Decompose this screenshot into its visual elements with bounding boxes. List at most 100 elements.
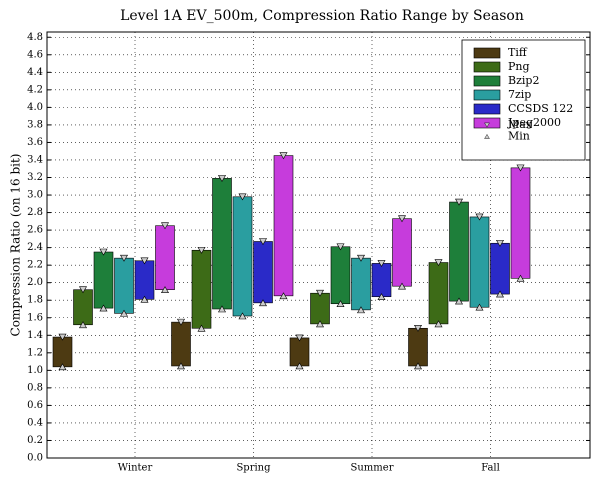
- y-tick-label: 0.6: [27, 400, 43, 411]
- legend-label: Png: [508, 60, 530, 73]
- range-bar: [428, 262, 449, 325]
- min-marker: [160, 286, 170, 294]
- legend-swatch: [473, 75, 501, 87]
- range-bar: [212, 178, 232, 310]
- min-marker: [258, 299, 268, 307]
- range-bar: [114, 257, 134, 314]
- y-tick-label: 1.6: [27, 312, 43, 323]
- min-marker: [295, 362, 304, 370]
- y-tick-label: 1.8: [27, 295, 43, 306]
- y-tick-label: 2.4: [27, 242, 43, 253]
- y-tick-label: 2.8: [27, 207, 43, 218]
- legend-swatch: [473, 47, 501, 59]
- range-bar: [310, 292, 330, 325]
- x-tick-label: Fall: [481, 463, 500, 474]
- range-bar: [155, 225, 175, 291]
- y-tick-label: 2.0: [27, 277, 43, 288]
- min-marker: [279, 292, 288, 300]
- max-marker: [99, 248, 108, 256]
- max-marker: [336, 243, 345, 251]
- min-marker: [315, 320, 325, 328]
- legend-marker: [484, 133, 490, 139]
- y-tick-label: 3.0: [27, 190, 43, 201]
- max-marker: [119, 254, 129, 262]
- range-bar: [253, 241, 273, 304]
- range-bar: [73, 289, 93, 326]
- min-marker: [238, 312, 247, 320]
- max-marker: [377, 260, 386, 268]
- y-tick-label: 0.0: [27, 453, 43, 464]
- min-marker: [475, 303, 484, 311]
- y-tick-label: 0.4: [27, 417, 43, 428]
- max-marker: [78, 286, 88, 294]
- max-marker: [454, 198, 464, 206]
- legend-label: Jpeg2000: [507, 116, 561, 129]
- legend-swatch: [473, 61, 501, 73]
- y-tick-label: 0.2: [27, 435, 43, 446]
- range-bar: [171, 321, 191, 367]
- max-marker: [475, 213, 484, 221]
- range-bar: [232, 196, 253, 317]
- y-tick-label: 2.2: [27, 260, 43, 271]
- min-marker: [140, 295, 149, 303]
- max-marker: [434, 259, 443, 267]
- y-tick-label: 4.8: [27, 32, 43, 43]
- range-bar: [392, 218, 412, 287]
- min-marker: [434, 320, 443, 328]
- chart-title: Level 1A EV_500m, Compression Ratio Rang…: [120, 8, 524, 24]
- y-tick-label: 3.8: [27, 119, 43, 130]
- max-marker: [258, 238, 268, 246]
- min-marker: [119, 309, 129, 317]
- max-marker: [58, 333, 67, 341]
- max-marker: [197, 246, 206, 254]
- y-tick-label: 1.0: [27, 365, 43, 376]
- max-marker: [397, 215, 407, 223]
- min-marker: [78, 321, 88, 329]
- range-bar: [191, 249, 212, 329]
- y-axis-label: Compression Ratio (on 16 bit): [9, 154, 23, 337]
- y-tick-label: 1.2: [27, 347, 43, 358]
- max-marker: [315, 289, 325, 297]
- legend-label: Max: [508, 118, 533, 131]
- max-marker: [217, 175, 227, 182]
- y-tick-label: 3.6: [27, 137, 43, 148]
- range-bar: [408, 327, 428, 367]
- y-tick-label: 4.2: [27, 84, 43, 95]
- min-marker: [99, 304, 108, 312]
- min-marker: [336, 300, 345, 308]
- legend-label: Min: [508, 130, 530, 143]
- range-bar: [351, 257, 371, 311]
- min-marker: [495, 290, 505, 298]
- y-tick-label: 4.6: [27, 49, 43, 60]
- min-marker: [217, 305, 227, 313]
- x-tick-label: Spring: [236, 463, 271, 474]
- range-bar: [289, 337, 310, 367]
- max-marker: [279, 152, 288, 160]
- range-bar: [134, 260, 155, 300]
- max-marker: [295, 334, 304, 342]
- legend-marker: [484, 122, 490, 128]
- legend-swatch: [473, 89, 501, 101]
- range-bar: [510, 167, 531, 279]
- range-bar: [371, 263, 392, 298]
- legend-label: Tiff: [508, 46, 528, 59]
- range-bar: [449, 201, 469, 302]
- y-tick-label: 1.4: [27, 330, 43, 341]
- range-bar: [469, 216, 490, 308]
- min-marker: [58, 363, 67, 371]
- max-marker: [495, 239, 505, 247]
- range-bar: [52, 336, 73, 368]
- max-marker: [176, 318, 186, 326]
- min-marker: [197, 324, 206, 332]
- max-marker: [140, 257, 149, 265]
- min-marker: [377, 293, 386, 301]
- range-bar: [273, 155, 294, 297]
- x-tick-label: Winter: [118, 463, 153, 474]
- y-tick-label: 0.8: [27, 382, 43, 393]
- min-marker: [516, 274, 525, 282]
- min-marker: [176, 362, 186, 370]
- plot-frame: [46, 31, 591, 459]
- max-marker: [160, 222, 170, 230]
